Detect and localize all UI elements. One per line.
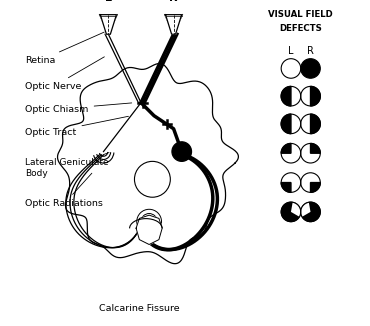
Circle shape xyxy=(141,214,157,230)
Circle shape xyxy=(134,161,170,197)
Polygon shape xyxy=(310,183,320,192)
Polygon shape xyxy=(100,15,117,34)
Polygon shape xyxy=(57,64,238,264)
Polygon shape xyxy=(165,15,182,34)
Text: Optic Radiations: Optic Radiations xyxy=(25,173,103,208)
Polygon shape xyxy=(281,114,291,134)
Circle shape xyxy=(301,59,320,78)
Circle shape xyxy=(281,59,301,78)
Text: Optic Chiasm: Optic Chiasm xyxy=(25,103,132,114)
Text: Optic Tract: Optic Tract xyxy=(25,116,128,137)
Text: R: R xyxy=(169,0,178,3)
Text: L: L xyxy=(288,46,294,55)
Polygon shape xyxy=(136,215,162,244)
Text: Retina: Retina xyxy=(25,32,104,65)
Wedge shape xyxy=(291,202,301,217)
Circle shape xyxy=(301,202,320,222)
Polygon shape xyxy=(310,143,320,153)
Text: DEFECTS: DEFECTS xyxy=(279,24,322,34)
Circle shape xyxy=(137,209,162,234)
Circle shape xyxy=(281,202,301,222)
Polygon shape xyxy=(281,86,291,106)
Text: L: L xyxy=(105,0,112,3)
Polygon shape xyxy=(310,114,320,134)
Polygon shape xyxy=(281,183,291,192)
Text: Calcarine Fissure: Calcarine Fissure xyxy=(99,304,180,313)
Circle shape xyxy=(172,142,192,161)
Text: VISUAL FIELD: VISUAL FIELD xyxy=(268,10,333,19)
Polygon shape xyxy=(281,143,291,153)
Wedge shape xyxy=(301,202,310,217)
Text: Lateral Geniculate
Body: Lateral Geniculate Body xyxy=(25,153,109,178)
Polygon shape xyxy=(310,86,320,106)
Text: R: R xyxy=(307,46,314,55)
Text: Optic Nerve: Optic Nerve xyxy=(25,57,104,91)
